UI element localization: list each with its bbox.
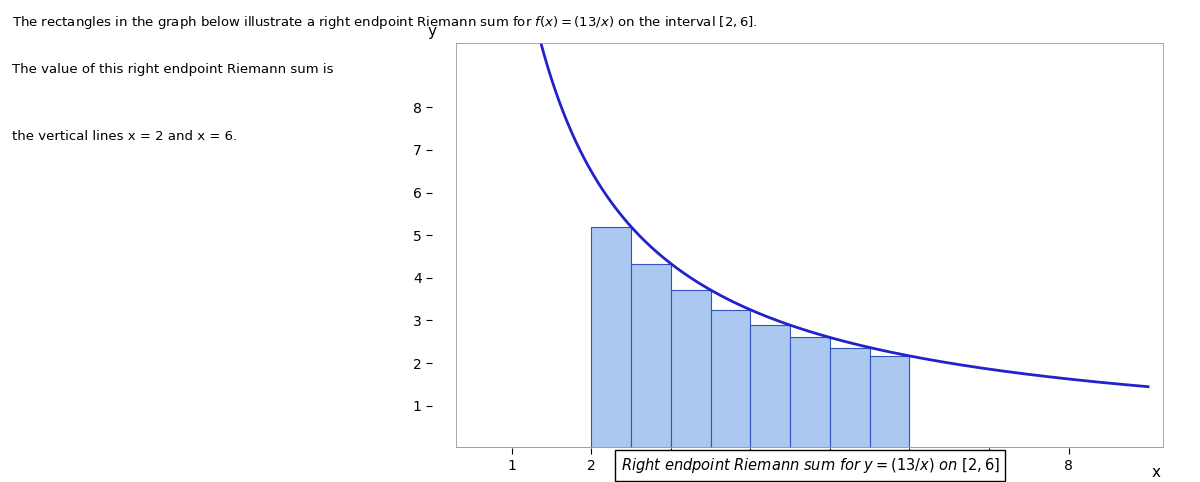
Bar [750,325,790,448]
Bar [870,356,910,448]
Text: The value of this right endpoint Riemann sum is: The value of this right endpoint Riemann… [12,63,334,76]
Text: the vertical lines x = 2 and x = 6.: the vertical lines x = 2 and x = 6. [12,130,238,143]
Bar [631,264,671,448]
Bar [790,337,830,448]
Text: The rectangles in the graph below illustrate a right endpoint Riemann sum for $f: The rectangles in the graph below illust… [12,14,757,31]
Text: x: x [1151,465,1160,480]
Bar [830,348,870,448]
Bar [671,290,710,448]
Text: Right endpoint Riemann sum for $y = (13/x)$ on $[2,6]$: Right endpoint Riemann sum for $y = (13/… [620,456,1000,475]
Bar [710,310,750,448]
Text: y: y [427,24,437,40]
Bar [592,227,631,448]
